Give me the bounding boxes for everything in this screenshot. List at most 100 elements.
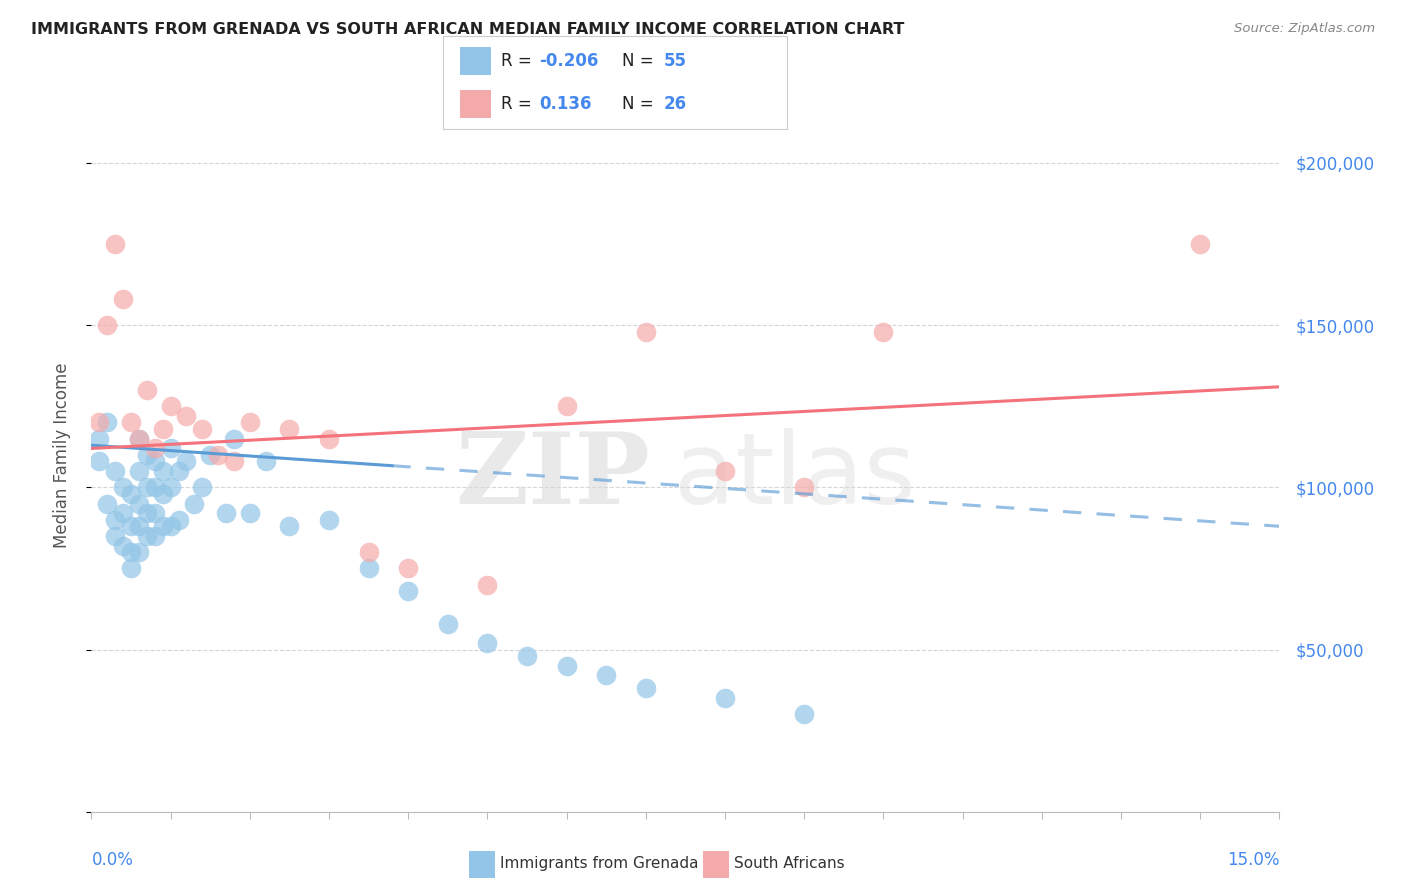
Point	[104, 513, 127, 527]
Point	[159, 442, 181, 456]
Point	[357, 545, 380, 559]
Point	[112, 292, 135, 306]
Point	[207, 448, 229, 462]
Point	[112, 539, 135, 553]
Point	[143, 442, 166, 456]
Point	[96, 416, 118, 430]
Text: 0.0%: 0.0%	[91, 851, 134, 869]
Point	[120, 561, 142, 575]
Point	[222, 454, 245, 468]
Point	[318, 432, 340, 446]
Point	[135, 448, 157, 462]
Point	[555, 658, 578, 673]
Point	[167, 513, 190, 527]
Point	[191, 480, 214, 494]
Point	[714, 464, 737, 478]
Y-axis label: Median Family Income: Median Family Income	[52, 362, 70, 548]
Point	[135, 506, 157, 520]
Point	[278, 422, 301, 436]
Point	[159, 399, 181, 413]
Point	[135, 529, 157, 543]
Text: 15.0%: 15.0%	[1227, 851, 1279, 869]
Point	[152, 422, 174, 436]
Point	[239, 416, 262, 430]
Point	[436, 616, 458, 631]
Text: ZIP: ZIP	[456, 428, 650, 524]
Point	[222, 432, 245, 446]
Point	[96, 318, 118, 333]
Point	[143, 506, 166, 520]
Point	[183, 497, 205, 511]
Point	[112, 480, 135, 494]
Bar	[460, 90, 491, 118]
Point	[396, 584, 419, 599]
Point	[120, 416, 142, 430]
Point	[516, 648, 538, 663]
Point	[128, 545, 150, 559]
Point	[595, 668, 617, 682]
Point	[120, 487, 142, 501]
Point	[152, 519, 174, 533]
Bar	[460, 47, 491, 75]
Point	[793, 707, 815, 722]
Point	[143, 480, 166, 494]
Point	[143, 454, 166, 468]
Text: 26: 26	[664, 95, 686, 113]
Point	[555, 399, 578, 413]
Point	[159, 480, 181, 494]
Point	[104, 237, 127, 252]
Point	[477, 636, 499, 650]
Point	[254, 454, 277, 468]
Point	[104, 464, 127, 478]
Point	[89, 432, 111, 446]
Point	[89, 454, 111, 468]
Point	[634, 325, 657, 339]
Text: N =: N =	[621, 95, 659, 113]
Point	[176, 454, 198, 468]
Text: 55: 55	[664, 52, 686, 70]
Text: 0.136: 0.136	[540, 95, 592, 113]
Bar	[703, 851, 730, 878]
Point	[167, 464, 190, 478]
Point	[128, 432, 150, 446]
Text: -0.206: -0.206	[540, 52, 599, 70]
Point	[477, 577, 499, 591]
Point	[714, 691, 737, 706]
Point	[128, 519, 150, 533]
Point	[128, 464, 150, 478]
Point	[120, 519, 142, 533]
Point	[396, 561, 419, 575]
Point	[159, 519, 181, 533]
Point	[112, 506, 135, 520]
Text: R =: R =	[502, 95, 537, 113]
Point	[104, 529, 127, 543]
Point	[143, 529, 166, 543]
Text: Source: ZipAtlas.com: Source: ZipAtlas.com	[1234, 22, 1375, 36]
Text: Immigrants from Grenada: Immigrants from Grenada	[501, 855, 699, 871]
Point	[128, 497, 150, 511]
Point	[239, 506, 262, 520]
Point	[152, 487, 174, 501]
Point	[215, 506, 238, 520]
Point	[634, 681, 657, 696]
Bar	[468, 851, 495, 878]
Point	[200, 448, 222, 462]
Text: atlas: atlas	[673, 428, 915, 524]
Text: N =: N =	[621, 52, 659, 70]
Point	[128, 432, 150, 446]
Text: IMMIGRANTS FROM GRENADA VS SOUTH AFRICAN MEDIAN FAMILY INCOME CORRELATION CHART: IMMIGRANTS FROM GRENADA VS SOUTH AFRICAN…	[31, 22, 904, 37]
Text: South Africans: South Africans	[734, 855, 845, 871]
Text: R =: R =	[502, 52, 537, 70]
Point	[1189, 237, 1212, 252]
Point	[176, 409, 198, 423]
Point	[872, 325, 894, 339]
Point	[152, 464, 174, 478]
Point	[318, 513, 340, 527]
Point	[191, 422, 214, 436]
Point	[96, 497, 118, 511]
Point	[120, 545, 142, 559]
Point	[135, 480, 157, 494]
Point	[135, 383, 157, 397]
Point	[793, 480, 815, 494]
Point	[357, 561, 380, 575]
